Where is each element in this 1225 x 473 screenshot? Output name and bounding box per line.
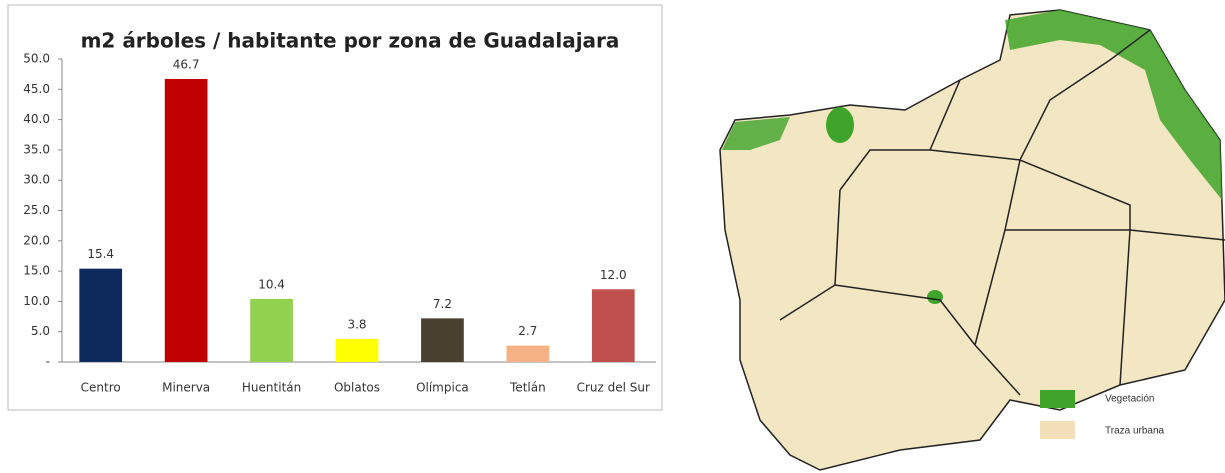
x-tick-label: Tetlán [509,381,546,395]
zone-border [1129,229,1225,241]
data-label: 3.8 [347,317,366,331]
zone-border [1005,229,1131,386]
data-label: 10.4 [258,277,285,291]
bar [79,268,123,362]
y-tick-label: 45.0 [23,82,50,96]
zone-border [929,79,961,151]
x-tick-label: Cruz del Sur [577,381,650,395]
y-tick-label: 40.0 [23,112,50,126]
x-tick-label: Olímpica [416,381,469,395]
zone-border [974,158,1131,346]
y-tick-label: 5.0 [31,324,50,338]
y-tick-label: 20.0 [23,233,50,247]
x-tick-label: Minerva [162,381,210,395]
y-tick-label: 35.0 [23,142,50,156]
vegetation [1005,10,1222,200]
x-tick-label: Huentitán [242,381,301,395]
y-tick-label: 15.0 [23,264,50,278]
bar [421,318,464,362]
y-tick-label: 50.0 [23,52,50,66]
data-label: 15.4 [87,247,114,261]
chart-title: m2 árboles / habitante por zona de Guada… [81,29,620,53]
data-label: 2.7 [518,324,537,338]
vegetation [826,107,854,143]
legend-label: Traza urbana [1105,426,1165,437]
vegetation [722,117,790,150]
y-tick-label: 10.0 [23,294,50,308]
data-label: 46.7 [173,57,200,71]
bar [250,298,293,362]
x-tick-label: Centro [81,381,121,395]
bar [506,345,550,362]
bar [164,78,208,363]
data-label: 12.0 [600,268,627,282]
y-tick-label: - [46,355,50,369]
legend-swatch [1040,421,1075,439]
y-tick-label: 30.0 [23,173,50,187]
map: Vegetación Traza urbana [719,9,1225,471]
x-tick-label: Oblatos [334,381,380,395]
bar [591,289,635,362]
legend-swatch [1040,390,1075,408]
legend-label: Vegetación [1105,394,1155,405]
zone-border [834,284,1021,396]
bar [335,338,379,362]
data-label: 7.2 [433,297,452,311]
y-tick-label: 25.0 [23,203,50,217]
